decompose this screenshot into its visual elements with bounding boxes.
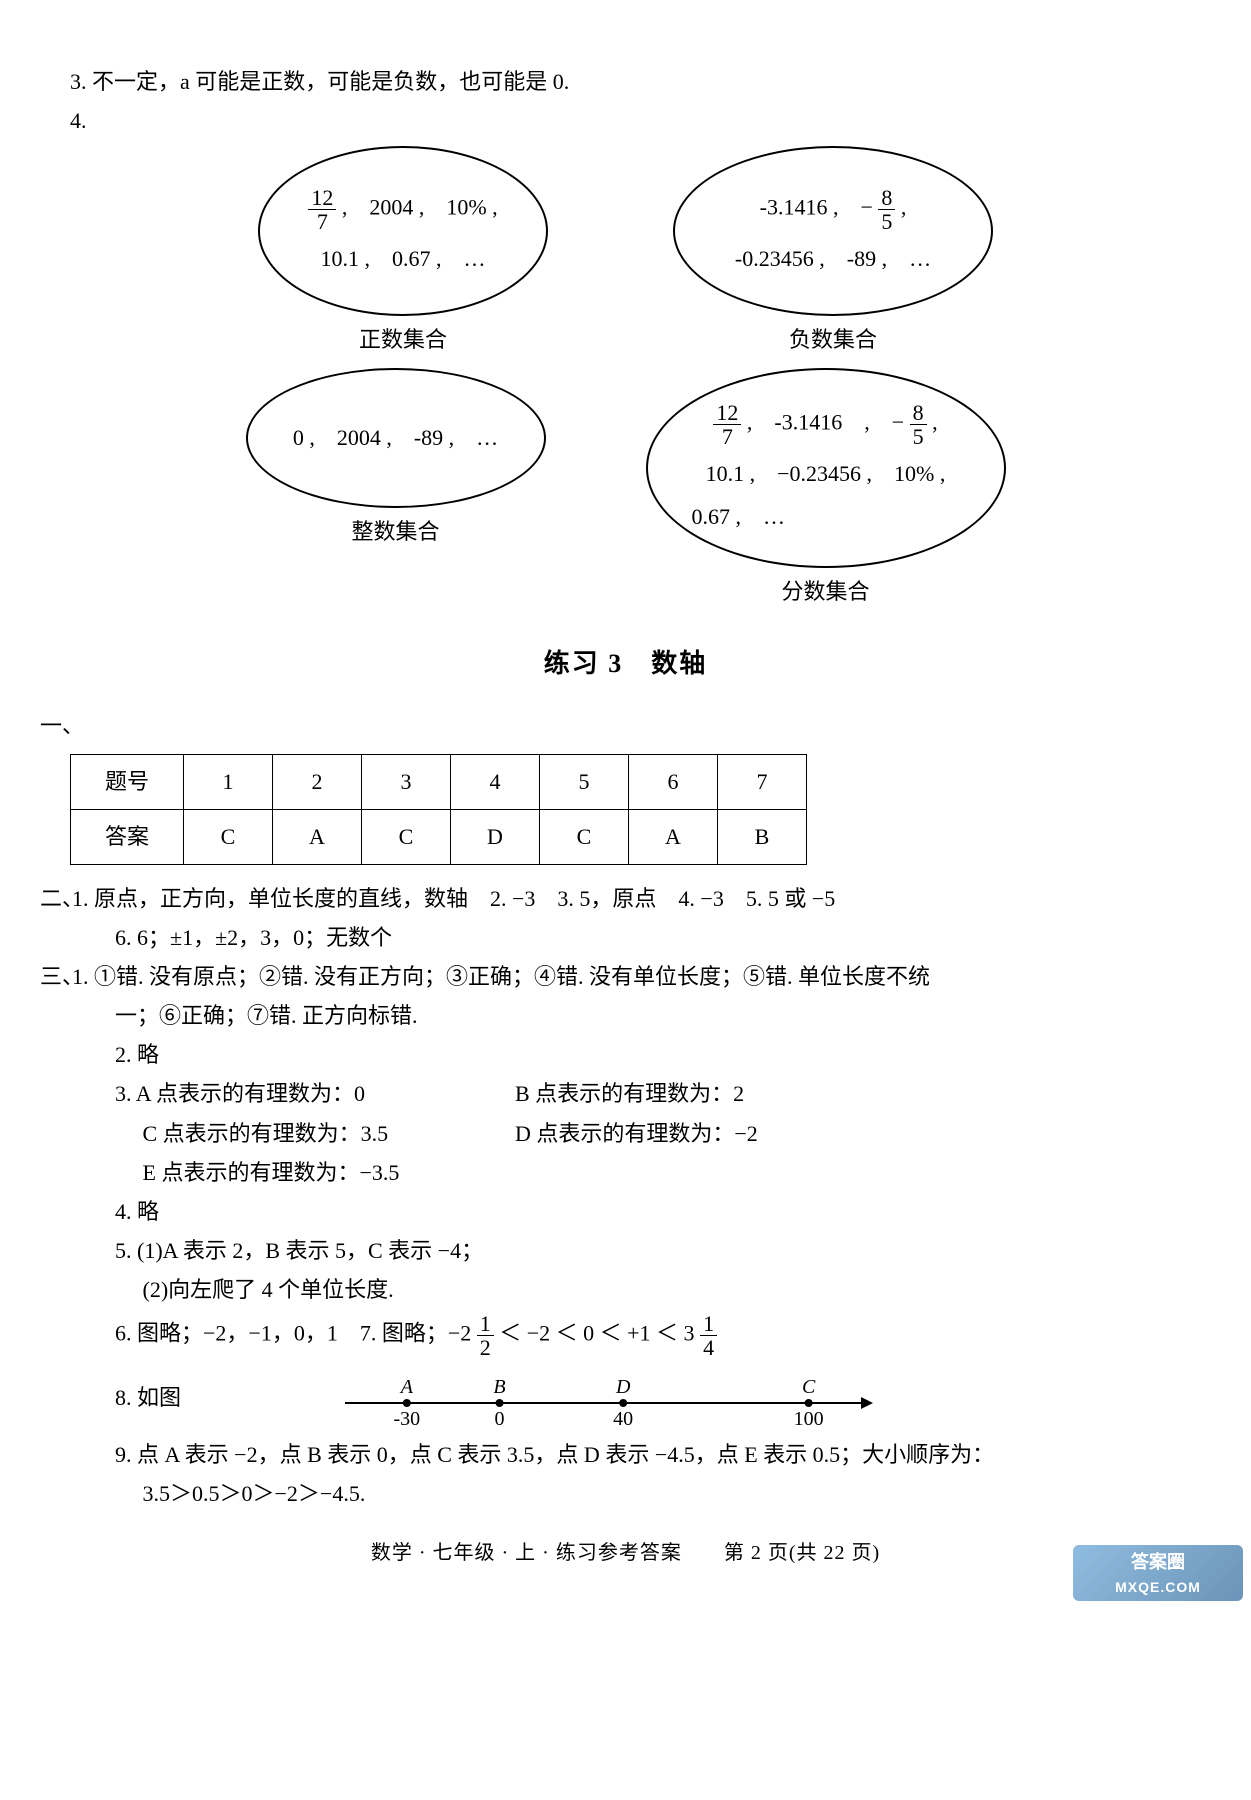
section-title: 练习 3 数轴 [40, 643, 1211, 685]
table-answer: A [273, 809, 362, 864]
number-sets-diagram: 127 , 2004 , 10% , 10.1 , 0.67 , … 正数集合 … [196, 146, 1056, 608]
part3-q5a: 5. (1)A 表示 2，B 表示 5，C 表示 −4； [40, 1233, 1211, 1268]
q3-text: 3. 不一定，a 可能是正数，可能是负数，也可能是 0. [40, 64, 1211, 99]
svg-text:B: B [493, 1376, 505, 1398]
part1-label: 一、 [40, 708, 1211, 743]
table-answer: C [362, 809, 451, 864]
part3-q9a: 9. 点 A 表示 −2，点 B 表示 0，点 C 表示 3.5，点 D 表示 … [40, 1437, 1211, 1472]
table-answer: B [718, 809, 807, 864]
svg-text:-30: -30 [393, 1408, 420, 1430]
part2-line2: 6. 6；±1，±2，3，0；无数个 [40, 920, 1211, 955]
part3-q3-row2: C 点表示的有理数为：3.5 D 点表示的有理数为：−2 [40, 1116, 1211, 1151]
table-answer: C [540, 809, 629, 864]
table-num: 1 [184, 754, 273, 809]
part2-line1: 二、1. 原点，正方向，单位长度的直线，数轴 2. −3 3. 5，原点 4. … [40, 881, 1211, 916]
table-num: 6 [629, 754, 718, 809]
q4-label: 4. [40, 103, 1211, 138]
svg-text:0: 0 [495, 1408, 505, 1430]
svg-text:100: 100 [794, 1408, 824, 1430]
part3-q6q7: 6. 图略；−2，−1，0，1 7. 图略；−2 12 ＜ −2 ＜ 0 ＜ +… [40, 1312, 1211, 1359]
table-answer: C [184, 809, 273, 864]
table-num: 3 [362, 754, 451, 809]
table-answer-label: 答案 [71, 809, 184, 864]
part3-q2: 2. 略 [40, 1037, 1211, 1072]
part3-q4: 4. 略 [40, 1194, 1211, 1229]
table-num: 2 [273, 754, 362, 809]
table-answer: D [451, 809, 540, 864]
fraction-set: 127 , -3.1416 , − 85 , 10.1 , −0.23456 ,… [646, 368, 1006, 609]
svg-text:C: C [802, 1376, 816, 1398]
table-row: 答案 C A C D C A B [71, 809, 807, 864]
part3-q3-row3: E 点表示的有理数为：−3.5 [40, 1155, 1211, 1190]
table-num: 4 [451, 754, 540, 809]
answer-table: 题号 1 2 3 4 5 6 7 答案 C A C D C A B [70, 754, 807, 865]
table-row: 题号 1 2 3 4 5 6 7 [71, 754, 807, 809]
table-num: 5 [540, 754, 629, 809]
svg-text:D: D [615, 1376, 631, 1398]
table-header-label: 题号 [71, 754, 184, 809]
number-line-figure: A -30 B 0 D 40 C 100 [325, 1363, 885, 1433]
part3-q3-row1: 3. A 点表示的有理数为：0 B 点表示的有理数为：2 [40, 1076, 1211, 1111]
page-footer: 数学 · 七年级 · 上 · 练习参考答案 第 2 页(共 22 页) [40, 1537, 1211, 1569]
table-num: 7 [718, 754, 807, 809]
integer-set: 0 , 2004 , -89 , … 整数集合 [246, 368, 546, 549]
part3-q8: 8. 如图 A-30B0D40C100 [40, 1363, 1211, 1433]
part3-q1b: 一；⑥正确；⑦错. 正方向标错. [40, 998, 1211, 1033]
watermark: 答案圈 MXQE.COM [1073, 1545, 1243, 1601]
svg-text:A: A [399, 1376, 414, 1398]
table-answer: A [629, 809, 718, 864]
negative-set: -3.1416 , − 85 , -0.23456 , -89 , … 负数集合 [673, 146, 993, 357]
part3-q5b: (2)向左爬了 4 个单位长度. [40, 1272, 1211, 1307]
part3-q1a: 三、1. ①错. 没有原点；②错. 没有正方向；③正确；④错. 没有单位长度；⑤… [40, 959, 1211, 994]
positive-set: 127 , 2004 , 10% , 10.1 , 0.67 , … 正数集合 [258, 146, 548, 357]
part3-q9b: 3.5＞0.5＞0＞−2＞−4.5. [40, 1476, 1211, 1511]
svg-text:40: 40 [613, 1408, 633, 1430]
